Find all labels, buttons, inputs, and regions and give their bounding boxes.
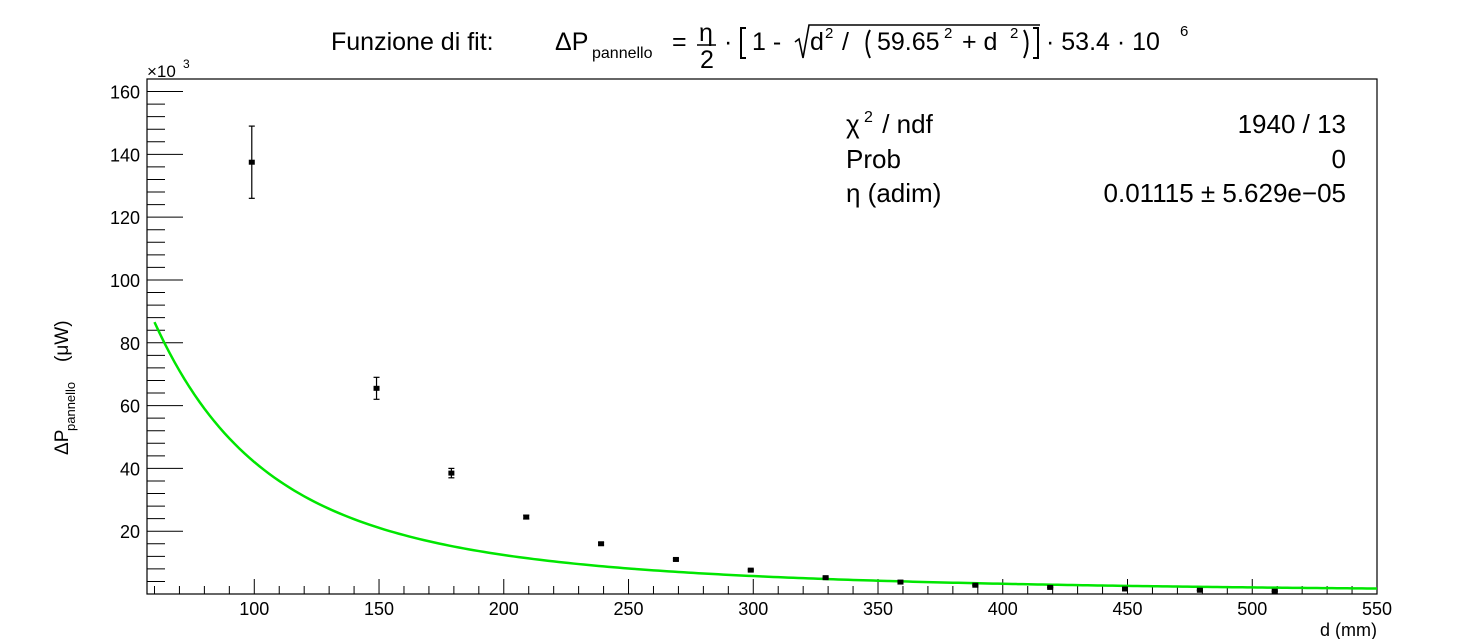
point-marker bbox=[523, 514, 530, 520]
point-marker bbox=[1047, 584, 1054, 590]
point-marker bbox=[598, 541, 605, 547]
y-tick-label: 80 bbox=[120, 334, 140, 354]
stats-row-prob: Prob 0 bbox=[846, 144, 1346, 174]
stats-label-chi2: χ bbox=[846, 109, 860, 139]
stats-box: χ 2 / ndf 1940 / 13 Prob 0 η (adim) 0.01… bbox=[846, 109, 1346, 208]
title-sup-c: 2 bbox=[1010, 25, 1018, 42]
stats-value-chi2: 1940 / 13 bbox=[1238, 109, 1346, 139]
x-tick-label: 550 bbox=[1362, 599, 1392, 619]
title-part2: d bbox=[810, 28, 824, 56]
x-tick-label: 450 bbox=[1112, 599, 1142, 619]
point-marker bbox=[672, 556, 679, 562]
title-prefix: Funzione di fit: bbox=[331, 28, 494, 56]
stats-value-prob: 0 bbox=[1332, 144, 1346, 174]
y-label-unit: (μW) bbox=[52, 320, 73, 362]
data-point bbox=[747, 567, 754, 573]
point-marker bbox=[1196, 587, 1203, 593]
x-tick-label: 100 bbox=[239, 599, 269, 619]
title-lhs: ΔP bbox=[555, 28, 588, 56]
point-marker bbox=[448, 470, 455, 476]
title-lhs-sub: pannello bbox=[592, 45, 653, 62]
points-layer bbox=[248, 125, 1278, 594]
data-point bbox=[1047, 584, 1054, 590]
x-axis-label: d (mm) bbox=[1320, 620, 1377, 639]
fit-layer bbox=[153, 321, 1378, 590]
y-tick-label: 20 bbox=[120, 522, 140, 542]
title-sqrt bbox=[794, 24, 1040, 59]
title-sup-a: 2 bbox=[825, 25, 833, 42]
title-part3: / bbox=[842, 28, 849, 56]
point-marker bbox=[1122, 586, 1129, 592]
x-tick-label: 500 bbox=[1237, 599, 1267, 619]
stats-label-chi2-rest: / ndf bbox=[875, 109, 934, 139]
data-point bbox=[598, 541, 605, 547]
point-marker bbox=[248, 159, 255, 165]
point-marker bbox=[897, 579, 904, 585]
x-tick-label: 400 bbox=[988, 599, 1018, 619]
title-frac-den: 2 bbox=[700, 46, 714, 74]
y-multiplier-exp: 3 bbox=[183, 57, 190, 71]
title-sup-b: 2 bbox=[944, 25, 952, 42]
title-part5: + d bbox=[962, 28, 997, 56]
stats-label-eta: η (adim) bbox=[846, 178, 941, 208]
title-paren-right bbox=[1023, 29, 1029, 59]
y-multiplier: ×10 3 bbox=[147, 57, 190, 81]
point-marker bbox=[1271, 588, 1278, 594]
data-point bbox=[373, 376, 380, 400]
stats-row-chi2: χ 2 / ndf 1940 / 13 bbox=[846, 109, 1346, 139]
stats-label-chi2-sup: 2 bbox=[864, 109, 873, 126]
y-axis-label: ΔP pannello (μW) bbox=[52, 320, 78, 455]
data-point bbox=[822, 575, 829, 581]
stats-label-prob: Prob bbox=[846, 144, 901, 174]
data-point bbox=[1271, 588, 1278, 594]
title-dot: · bbox=[724, 28, 732, 56]
data-point bbox=[972, 582, 979, 588]
y-tick-label: 120 bbox=[110, 208, 140, 228]
title-part4: 59.65 bbox=[877, 28, 940, 56]
title-equals: = bbox=[672, 28, 687, 56]
data-point bbox=[448, 467, 455, 479]
y-tick-label: 160 bbox=[110, 83, 140, 103]
data-point bbox=[248, 125, 255, 199]
point-marker bbox=[972, 582, 979, 588]
point-marker bbox=[373, 385, 380, 391]
x-tick-label: 200 bbox=[489, 599, 519, 619]
title-part6: · 53.4 · 10 bbox=[1046, 28, 1160, 56]
data-point bbox=[1196, 587, 1203, 593]
point-marker bbox=[747, 567, 754, 573]
fit-curve bbox=[153, 321, 1378, 590]
title-frac-num: η bbox=[699, 19, 713, 47]
y-label-main: ΔP bbox=[52, 430, 73, 455]
data-point bbox=[1122, 586, 1129, 592]
y-tick-label: 60 bbox=[120, 397, 140, 417]
chart-title: Funzione di fit: ΔP pannello = η 2 · 1 -… bbox=[331, 19, 1188, 74]
title-part1: 1 - bbox=[752, 28, 781, 56]
stats-row-eta: η (adim) 0.01115 ± 5.629e−05 bbox=[846, 178, 1346, 208]
title-paren-left bbox=[865, 29, 871, 59]
y-multiplier-base: ×10 bbox=[147, 62, 176, 81]
plot-frame bbox=[146, 78, 1378, 595]
title-bracket-left bbox=[740, 27, 746, 59]
stats-value-eta: 0.01115 ± 5.629e−05 bbox=[1104, 178, 1346, 208]
x-tick-label: 350 bbox=[863, 599, 893, 619]
x-axis: 100 150 200 250 300 350 400 450 500 550 bbox=[153, 579, 1392, 619]
data-point bbox=[897, 579, 904, 585]
point-marker bbox=[822, 575, 829, 581]
title-bracket-right bbox=[1033, 27, 1039, 59]
data-point bbox=[523, 514, 530, 520]
x-tick-label: 150 bbox=[364, 599, 394, 619]
x-tick-label: 300 bbox=[738, 599, 768, 619]
title-exp: 6 bbox=[1180, 23, 1188, 40]
data-point bbox=[672, 556, 679, 562]
y-tick-label: 100 bbox=[110, 271, 140, 291]
y-tick-label: 140 bbox=[110, 145, 140, 165]
y-tick-label: 40 bbox=[120, 459, 140, 479]
y-axis: 20 40 60 80 100 120 140 160 bbox=[110, 78, 183, 582]
x-tick-label: 250 bbox=[613, 599, 643, 619]
y-label-sub: pannello bbox=[63, 382, 78, 431]
